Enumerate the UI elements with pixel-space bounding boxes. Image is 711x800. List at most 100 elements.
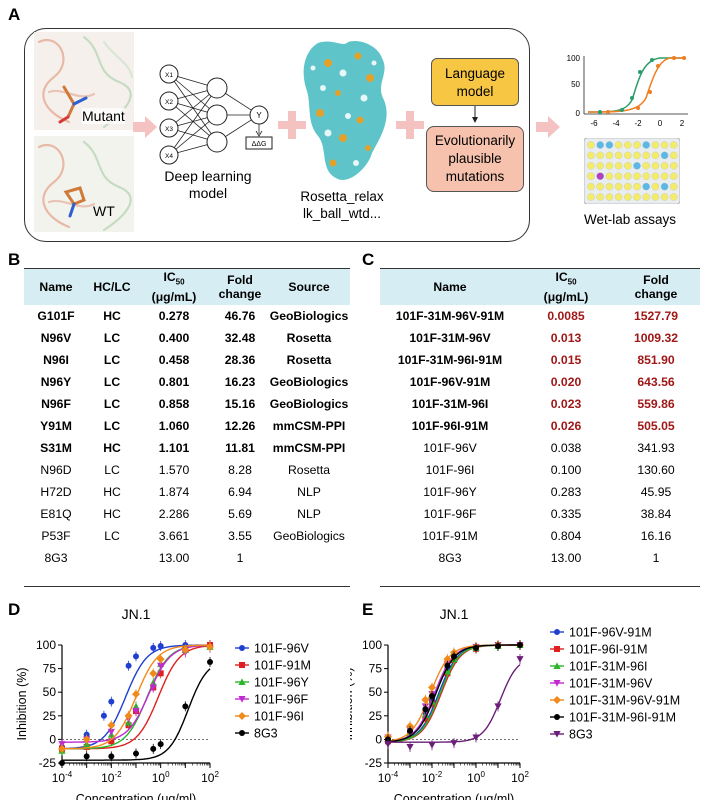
data-point [422,706,429,713]
table-cell: N96F [41,397,71,411]
data-point [132,708,140,715]
table-row: 101F-96I 0.100 130.60 [380,459,700,481]
table-row: N96D LC 1.570 8.28 Rosetta [24,459,350,481]
y-tick-label: 100 [36,638,56,652]
mini-ytick: 0 [576,109,581,118]
y-tick-label: -25 [39,756,57,770]
data-point [133,750,139,757]
mini-xtick: -2 [634,119,642,128]
data-point [108,753,115,760]
evolutionary-mutations-box: Evolutionarily plausible mutations [426,126,524,192]
table-cell: 101F-96V-91M [409,375,491,389]
table-cell: 2.286 [158,507,190,521]
mini-xtick: -6 [590,119,598,128]
table-cell: 0.858 [158,397,190,411]
nn-node-x3: X3 [165,126,173,133]
x-tick-base: 10 [201,771,215,785]
legend-label: 101F-96V-91M [569,626,652,640]
table-cell: LC [103,397,121,411]
table-cell: mmCSM-PPI [272,419,346,433]
table-cell: 38.84 [640,507,672,521]
table-cell: 13.00 [550,551,582,565]
table-cell: 643.56 [637,375,675,389]
panel-label-d: D [8,600,21,619]
table-cell: NLP [297,507,321,521]
data-point [495,642,501,649]
data-point [124,711,133,720]
x-tick-base: 10 [422,771,436,785]
ddg-label: ΔΔG [252,141,267,148]
mini-ytick: 50 [571,80,580,89]
data-point [58,744,66,753]
arrow-down-icon [472,106,478,123]
legend-label: 101F-31M-96V [569,677,653,691]
table-cell: G101F [37,309,75,323]
data-point [133,653,139,660]
y-axis-label: Inhibition (%) [15,668,29,741]
table-row: 101F-96V-91M 0.020 643.56 [380,371,700,393]
table-cell: 101F-96I-91M [411,419,489,433]
table-cell: 1 [652,551,660,565]
legend-label: 101F-96V [254,642,310,656]
data-point [206,642,214,651]
table-b-col-name: Name [24,269,88,305]
y-tick-label: 50 [369,685,383,699]
data-point [83,753,90,760]
x-tick-base: 10 [511,771,525,785]
table-cell: Rosetta [286,353,332,367]
table-cell: 0.278 [158,309,190,323]
table-cell: S31M [40,441,72,455]
table-row: P53F LC 3.661 3.55 GeoBiologics [24,525,350,547]
table-cell: 8G3 [44,551,68,565]
table-cell: 0.020 [550,375,582,389]
mini-xtick: -4 [612,119,620,128]
data-point [473,644,479,651]
x-tick-exponent: -4 [391,770,399,779]
data-point [444,662,451,669]
data-point [443,655,452,664]
table-cell: 11.81 [225,441,255,455]
y-axis-label: Inhibition (%) [350,668,355,741]
table-row: 101F-96I-91M 0.026 505.05 [380,415,700,437]
table-cell: 0.335 [550,507,582,521]
mini-dose-response-chart: 100 50 0 -6 -4 -2 0 2 [567,54,688,128]
language-model-box: Language model [431,58,519,106]
table-b-col-ic50: IC50 (μg/mL) [136,269,212,305]
data-point [82,735,91,744]
table-b-header: Name HC/LC IC50 (μg/mL) Fold change Sourc… [24,269,350,305]
table-cell: 0.458 [158,353,190,367]
data-point [157,642,164,649]
table-row: 101F-31M-96I-91M 0.015 851.90 [380,349,700,371]
table-cell: 16.23 [224,375,256,389]
table-row: 101F-31M-96V-91M 0.0085 1527.79 [380,305,700,327]
x-tick-exponent: 2 [214,770,219,779]
table-cell: 101F-31M-96V [409,331,491,345]
table-cell: 0.0085 [547,309,585,323]
table-b-col-source: Source [268,269,350,305]
table-row: N96Y LC 0.801 16.23 GeoBiologics [24,371,350,393]
table-cell: 3.55 [228,529,252,543]
chart-title: JN.1 [440,606,469,622]
x-tick-base: 10 [467,771,481,785]
arrow-right-icon [536,116,560,138]
table-cell: 1.570 [158,463,190,477]
table-cell: 505.05 [637,419,675,433]
table-cell: 101F-96I [425,463,475,477]
x-tick-exponent: -4 [65,770,73,779]
series-8g3 [59,656,213,768]
series-101f-31m-96i-91m [385,640,523,745]
panel-label-c: C [362,250,375,269]
y-tick-label: 100 [362,638,382,652]
y-tick-label: 75 [369,662,383,676]
table-cell: 13.00 [158,551,190,565]
series-8g3 [384,654,524,752]
table-cell: N96I [43,353,69,367]
legend-label: 101F-31M-96I-91M [569,711,676,725]
nn-node-x2: X2 [165,99,173,106]
x-tick-label: 10-4 [52,770,73,785]
data-point [428,683,436,692]
table-b-col-fold: Fold change [212,269,268,305]
x-axis-label: Concentration (μg/ml) [394,792,514,800]
table-cell: 101F-31M-96I-91M [397,353,503,367]
